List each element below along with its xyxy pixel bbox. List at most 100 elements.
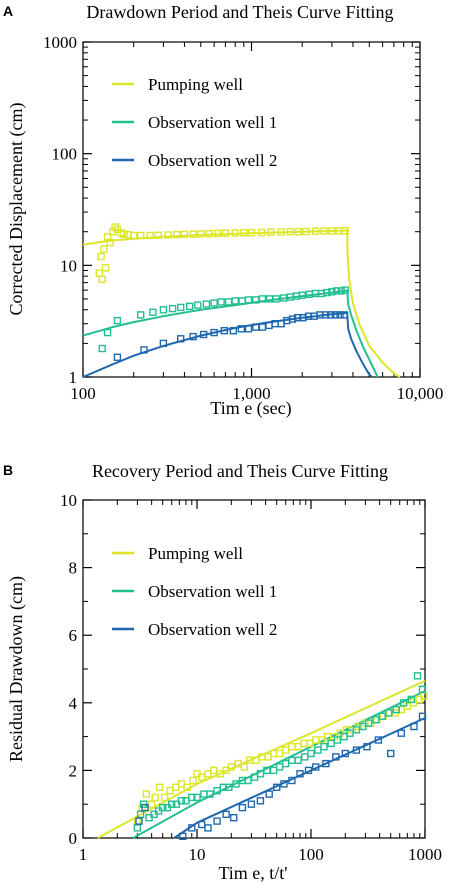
data-point	[160, 793, 169, 802]
data-point	[176, 335, 185, 343]
data-point	[244, 296, 253, 304]
data-point	[217, 298, 225, 306]
data-point	[320, 743, 328, 751]
data-point	[200, 790, 208, 798]
data-point	[400, 699, 408, 707]
data-point	[213, 817, 221, 825]
data-point	[282, 746, 290, 754]
data-point	[331, 311, 340, 319]
data-point	[177, 797, 186, 805]
data-point	[420, 692, 428, 700]
data-point	[179, 832, 187, 840]
data-point	[341, 286, 349, 294]
data-point	[221, 229, 230, 237]
data-point	[258, 228, 266, 237]
data-point	[224, 298, 233, 306]
data-point	[210, 299, 218, 307]
data-point	[323, 288, 331, 297]
panel-b-legend: Pumping well Observation well 1 Observatio…	[112, 544, 277, 639]
panel-a-tick-labels: 100 1,000 10,000 1 10 100 1000	[43, 33, 443, 403]
data-point	[314, 746, 322, 754]
data-point	[374, 736, 383, 744]
data-point	[136, 311, 145, 319]
data-point	[418, 685, 427, 693]
data-point	[277, 228, 285, 236]
fit-curve	[82, 289, 379, 378]
data-point	[95, 269, 104, 277]
panel-b: B Recovery Period and Theis Curve Fittin…	[3, 461, 442, 883]
data-point	[136, 231, 145, 240]
data-point	[320, 227, 328, 235]
x-tick-label: 1,000	[232, 384, 270, 403]
data-point	[286, 227, 294, 236]
data-point	[304, 766, 313, 775]
x-tick-label: 1	[79, 845, 88, 864]
data-point	[275, 763, 284, 771]
data-point	[206, 790, 214, 798]
panel-a-data-points	[95, 223, 349, 361]
legend-label: Observation well 2	[148, 151, 277, 170]
data-point	[275, 749, 284, 758]
data-point	[97, 252, 105, 261]
panel-a-label: A	[3, 3, 13, 19]
data-point	[151, 793, 159, 802]
data-point	[229, 327, 238, 335]
x-tick-label: 10,000	[397, 384, 444, 403]
data-point	[413, 672, 422, 680]
x-tick-label: 100	[70, 384, 96, 403]
data-point	[193, 793, 201, 802]
data-point	[98, 344, 106, 353]
data-point	[407, 695, 416, 704]
data-point	[328, 227, 336, 235]
y-tick-label: 0	[69, 829, 78, 848]
panel-b-data-points	[133, 672, 428, 840]
data-point	[222, 810, 230, 818]
data-point	[240, 228, 248, 237]
data-point	[301, 753, 309, 761]
data-point	[272, 295, 280, 303]
panel-b-xlabel: Tim e, t/t'	[218, 863, 287, 883]
y-tick-label: 8	[69, 559, 78, 578]
data-point	[256, 797, 265, 805]
panel-b-ylabel: Residual Drawdown (cm)	[6, 576, 27, 762]
data-point	[197, 230, 205, 238]
data-point	[225, 783, 233, 791]
data-point	[103, 328, 112, 337]
data-point	[418, 712, 427, 720]
data-point	[288, 776, 296, 785]
data-point	[288, 756, 296, 764]
data-point	[141, 803, 149, 812]
y-tick-label: 100	[52, 145, 78, 164]
data-point	[327, 311, 335, 319]
x-tick-label: 100	[298, 845, 324, 864]
data-point	[106, 238, 114, 247]
legend-label: Pumping well	[148, 75, 243, 94]
data-point	[322, 759, 330, 768]
data-point	[159, 339, 168, 348]
data-point	[258, 295, 267, 303]
data-point	[189, 776, 197, 785]
panel-a-xlabel: Tim e (sec)	[210, 398, 291, 419]
data-point	[240, 763, 249, 771]
data-point	[341, 227, 349, 235]
data-point	[168, 304, 177, 313]
data-point	[231, 297, 239, 305]
fit-curve	[82, 311, 373, 378]
panel-b-title: Recovery Period and Theis Curve Fitting	[92, 461, 388, 481]
data-point	[189, 230, 197, 238]
data-point	[244, 325, 253, 333]
data-point	[258, 323, 267, 331]
data-point	[294, 314, 302, 322]
data-point	[294, 756, 302, 764]
x-tick-label: 1000	[408, 845, 442, 864]
data-point	[288, 743, 296, 751]
data-point	[188, 824, 196, 832]
data-point	[210, 328, 218, 337]
data-point	[282, 759, 290, 768]
data-point	[202, 300, 211, 308]
data-point	[385, 709, 393, 717]
data-point	[120, 230, 128, 238]
data-point	[164, 231, 172, 239]
data-point	[327, 739, 335, 748]
